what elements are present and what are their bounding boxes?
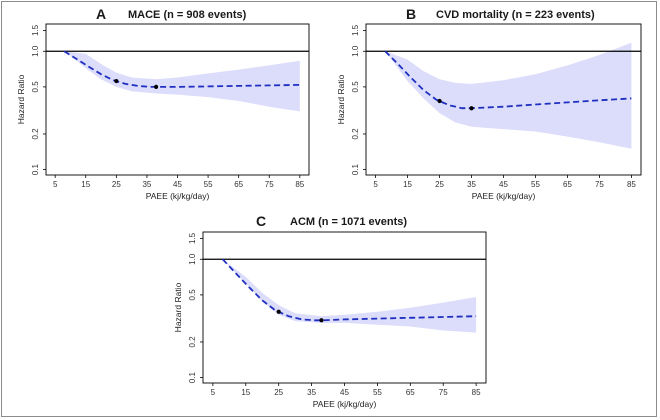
confidence-band	[64, 51, 300, 112]
y-axis-label: Hazard Ratio	[173, 282, 183, 332]
x-tick-label: 5	[373, 180, 378, 189]
x-tick-label: 85	[295, 180, 304, 189]
y-tick-label: 0.1	[31, 163, 40, 175]
y-tick-label: 1.5	[188, 232, 197, 244]
y-tick-label: 1.5	[31, 24, 40, 36]
x-tick-label: 75	[265, 180, 274, 189]
y-tick-label: 1.0	[188, 253, 197, 265]
y-tick-label: 0.2	[351, 128, 360, 140]
x-tick-label: 25	[435, 180, 444, 189]
panel-letter: B	[406, 6, 416, 22]
x-tick-label: 55	[531, 180, 540, 189]
panel-a: 5 15 25 35 45 55 65 75 85 0.1 0.2 0.5 1.0 1.5 PAEE (kj…	[16, 6, 310, 201]
x-tick-label: 85	[627, 180, 636, 189]
panel-letter: A	[96, 6, 106, 22]
y-tick-label: 0.2	[188, 336, 197, 348]
x-tick-label: 65	[234, 180, 243, 189]
y-tick-label: 0.1	[188, 371, 197, 383]
x-axis-label: PAEE (kj/kg/day)	[146, 191, 210, 201]
confidence-band	[222, 259, 477, 333]
x-tick-label: 55	[204, 180, 213, 189]
y-tick-label: 1.0	[31, 45, 40, 57]
marker-point	[319, 318, 324, 323]
x-tick-label: 15	[241, 388, 250, 397]
x-tick-label: 35	[467, 180, 476, 189]
y-axis-label: Hazard Ratio	[16, 74, 26, 124]
x-tick-label: 35	[307, 388, 316, 397]
y-axis-label: Hazard Ratio	[336, 74, 346, 124]
marker-point	[437, 98, 442, 104]
marker-point	[114, 78, 119, 84]
x-tick-label: 45	[340, 388, 349, 397]
x-tick-label: 45	[499, 180, 508, 189]
hazard-ratio-line	[222, 258, 477, 322]
marker-point	[153, 84, 159, 89]
x-tick-label: 15	[403, 180, 412, 189]
hazard-ratio-line	[63, 50, 300, 88]
y-tick-label: 1.0	[351, 45, 360, 57]
x-tick-label: 55	[373, 388, 382, 397]
confidence-band	[385, 42, 632, 149]
x-tick-label: 5	[53, 180, 58, 189]
x-tick-label: 15	[81, 180, 90, 189]
panel-b: 5 15 25 35 45 55 65 75 85 0.1 0.2 0.5 1.0 1.5 PAEE (kj…	[336, 6, 642, 201]
x-axis-label: PAEE (kj/kg/day)	[313, 399, 377, 409]
x-tick-label: 65	[563, 180, 572, 189]
x-tick-label: 85	[472, 388, 481, 397]
marker-point	[469, 106, 474, 111]
y-tick-label: 1.5	[351, 24, 360, 36]
panel-letter: C	[256, 213, 266, 229]
x-tick-label: 75	[595, 180, 604, 189]
y-tick-label: 0.1	[351, 163, 360, 175]
x-tick-label: 35	[142, 180, 151, 189]
panel-c: 5 15 25 35 45 55 65 75 85 0.1 0.2 0.5 1.0 1.5 PAEE (kj…	[173, 213, 487, 409]
panel-title: MACE (n = 908 events)	[128, 9, 247, 21]
panel-title: CVD mortality (n = 223 events)	[436, 9, 595, 21]
y-tick-label: 0.5	[188, 289, 197, 301]
x-tick-label: 25	[274, 388, 283, 397]
panel-title: ACM (n = 1071 events)	[290, 216, 407, 228]
hazard-ratio-line	[384, 50, 632, 110]
x-tick-label: 75	[439, 388, 448, 397]
y-tick-label: 0.5	[31, 81, 40, 93]
x-tick-label: 65	[406, 388, 415, 397]
y-tick-label: 0.2	[31, 128, 40, 140]
x-axis-label: PAEE (kj/kg/day)	[472, 191, 536, 201]
x-tick-label: 45	[173, 180, 182, 189]
x-tick-label: 5	[211, 388, 216, 397]
x-tick-label: 25	[112, 180, 121, 189]
marker-point	[276, 309, 281, 314]
y-tick-label: 0.5	[351, 81, 360, 93]
